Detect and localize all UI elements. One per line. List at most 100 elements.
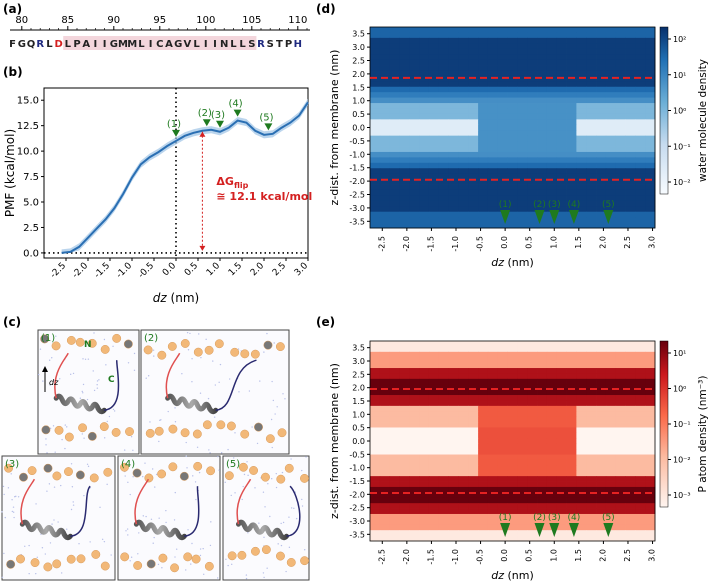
heatmap-cell [507, 200, 518, 207]
heatmap-cell [625, 54, 636, 60]
heatmap-cell [586, 535, 597, 542]
heatmap-cell [635, 378, 646, 385]
water-dot [3, 493, 5, 496]
heatmap-cell [478, 519, 489, 526]
heatmap-cell [487, 179, 499, 185]
heatmap-cell [448, 432, 459, 439]
heatmap-cell [487, 535, 499, 542]
heatmap-cell [370, 427, 381, 434]
water-dot [127, 534, 129, 536]
heatmap-cell [370, 211, 381, 218]
heatmap-cell [438, 43, 450, 50]
heatmap-cell [389, 373, 400, 380]
heatmap-cell [625, 97, 636, 104]
heatmap-cell [458, 27, 469, 33]
heatmap-cell [556, 513, 567, 520]
lipid-headgroup [64, 467, 73, 477]
heatmap-cell [458, 200, 469, 207]
heatmap-cell [615, 113, 626, 120]
heatmap-cell [556, 346, 567, 353]
water-dot [152, 349, 155, 351]
residue-letter: A [82, 39, 90, 50]
heatmap-cell [537, 206, 548, 213]
water-dot [174, 491, 176, 494]
heatmap-cell [379, 59, 391, 66]
heatmap-cell [438, 395, 450, 401]
heatmap-cell [497, 395, 508, 401]
heatmap-cell [379, 454, 391, 461]
heatmap-cell [527, 443, 538, 450]
heatmap-cell [517, 530, 528, 536]
heatmap-cell [645, 378, 656, 385]
heatmap-cell [645, 443, 656, 450]
heatmap-cell [370, 411, 381, 418]
heatmap-cell [448, 357, 459, 364]
heatmap-cell [438, 351, 450, 358]
water-dot [48, 483, 51, 485]
heatmap-cell [615, 346, 626, 353]
heatmap-cell [419, 108, 430, 115]
heatmap-cell [497, 519, 508, 526]
heatmap-cell [635, 168, 646, 175]
heatmap-cell [399, 373, 410, 380]
heatmap-cell [517, 195, 528, 202]
heatmap-cell [576, 346, 587, 353]
n-terminus-label: N [84, 340, 92, 350]
heatmap-cell [517, 497, 528, 504]
heatmap-cell [586, 470, 597, 477]
heatmap-cell [527, 351, 538, 358]
heatmap-cell [517, 411, 528, 418]
heatmap-cell [527, 146, 538, 153]
heatmap-cell [625, 130, 636, 137]
heatmap-cell [458, 470, 469, 477]
heatmap-cell [605, 195, 617, 202]
heatmap-cell [448, 513, 459, 520]
heatmap-cell [556, 92, 567, 99]
heatmap-cell [625, 368, 636, 374]
heatmap-cell [566, 173, 577, 180]
lipid-headgroup [284, 463, 294, 473]
colorbar-tick-label: 10⁰ [673, 107, 686, 116]
lipid-headgroup [206, 466, 216, 476]
heatmap-cell [566, 486, 577, 493]
lipid-headgroup [132, 468, 142, 478]
heatmap-cell [428, 422, 440, 428]
heatmap-cell [645, 65, 656, 71]
lipid-headgroup [43, 562, 53, 572]
heatmap-cell [527, 75, 538, 82]
heatmap-cell [487, 443, 499, 450]
heatmap-cell [438, 470, 450, 477]
lipid-headgroup [170, 563, 179, 573]
water-dot [234, 492, 236, 494]
heatmap-cell [428, 173, 440, 180]
heatmap-cell [507, 75, 518, 82]
heatmap-cell [566, 346, 577, 353]
heatmap-cell [635, 65, 646, 71]
marker-label: (4) [568, 513, 581, 523]
heatmap-cell [635, 449, 646, 455]
heatmap-cell [645, 135, 656, 142]
heatmap-cell [409, 492, 420, 499]
water-dot [173, 519, 176, 521]
heatmap-cell [596, 395, 607, 401]
heatmap-cell [625, 37, 636, 44]
heatmap-cell [635, 405, 646, 412]
water-dot [82, 358, 84, 360]
heatmap-cell [458, 130, 469, 137]
heatmap-cell [487, 395, 499, 401]
heatmap-cell [645, 108, 656, 115]
heatmap-cell [458, 384, 469, 391]
heatmap-cell [586, 173, 597, 180]
water-dot [1, 511, 3, 513]
heatmap-cell [409, 513, 420, 520]
heatmap-cell [586, 146, 597, 153]
heatmap-cell [497, 405, 508, 412]
heatmap-cell [507, 470, 518, 477]
heatmap-cell [615, 141, 626, 147]
heatmap-cell [645, 119, 656, 126]
heatmap-cell [448, 422, 459, 428]
heatmap-cell [566, 54, 577, 60]
water-dot [154, 486, 156, 488]
heatmap-cell [576, 97, 587, 104]
heatmap-cell [399, 368, 410, 374]
